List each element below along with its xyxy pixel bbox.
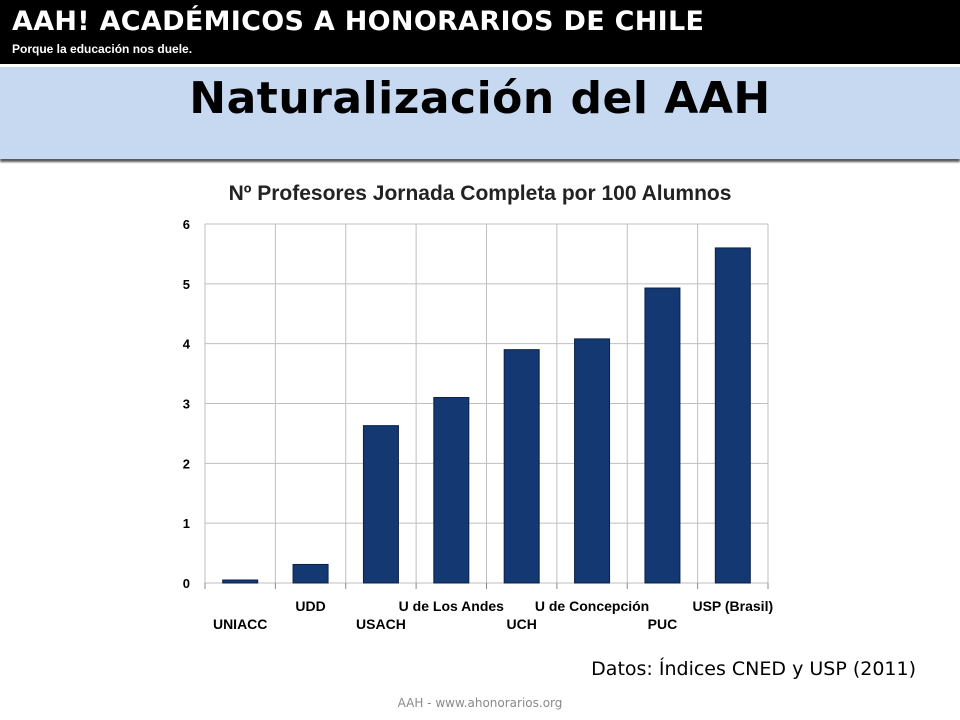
x-category-label: UCH xyxy=(507,616,537,632)
bar-4 xyxy=(433,397,470,584)
x-category-label: PUC xyxy=(648,616,678,632)
bar-5 xyxy=(503,349,540,584)
x-category-label: UDD xyxy=(295,598,325,614)
bar-7 xyxy=(644,287,681,584)
y-tick-label: 4 xyxy=(183,337,191,352)
y-tick-label: 6 xyxy=(183,217,190,232)
y-tick-label: 3 xyxy=(183,397,190,412)
source-note: Datos: Índices CNED y USP (2011) xyxy=(591,658,916,680)
bar-2 xyxy=(292,563,329,584)
site-title: AAH! ACADÉMICOS A HONORARIOS DE CHILE xyxy=(12,6,705,37)
x-category-label: U de Concepción xyxy=(535,598,649,614)
x-category-label: UNIACC xyxy=(213,616,267,632)
title-band: Naturalización del AAH xyxy=(0,64,960,159)
x-category-label: USP (Brasil) xyxy=(692,598,773,614)
chart-title: Nº Profesores Jornada Completa por 100 A… xyxy=(229,182,732,205)
bar-8 xyxy=(714,247,751,584)
x-category-label: U de Los Andes xyxy=(399,598,504,614)
footer-url: AAH - www.ahonorarios.org xyxy=(397,696,563,710)
y-tick-label: 0 xyxy=(183,576,190,591)
bar-3 xyxy=(362,425,399,584)
y-tick-label: 2 xyxy=(183,456,190,471)
site-tagline: Porque la educación nos duele. xyxy=(12,42,193,56)
site-banner: AAH! ACADÉMICOS A HONORARIOS DE CHILE Po… xyxy=(0,0,960,64)
y-tick-label: 5 xyxy=(183,277,190,292)
x-category-label: USACH xyxy=(356,616,406,632)
bar-1 xyxy=(222,579,259,584)
bar-6 xyxy=(574,338,611,584)
y-tick-label: 1 xyxy=(183,516,190,531)
slide-title: Naturalización del AAH xyxy=(189,73,771,124)
